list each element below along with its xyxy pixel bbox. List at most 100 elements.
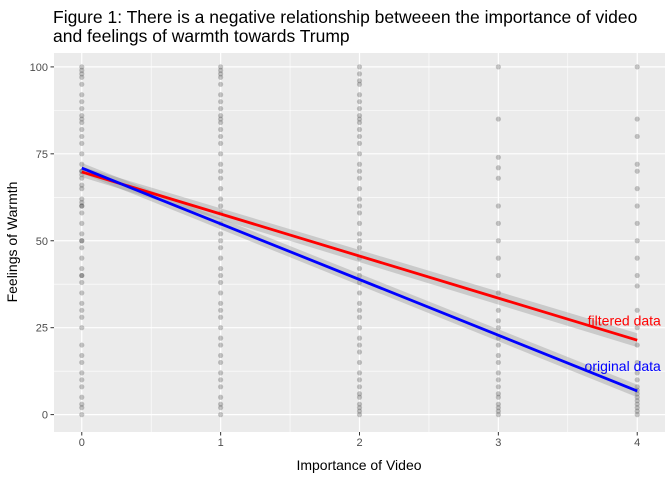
- scatter-point: [495, 342, 501, 348]
- scatter-point: [79, 359, 85, 366]
- scatter-point: [218, 161, 224, 167]
- scatter-point: [495, 352, 501, 359]
- scatter-point: [79, 279, 85, 286]
- scatter-point: [79, 238, 85, 244]
- scatter-point: [495, 255, 501, 261]
- scatter-point: [218, 335, 224, 341]
- y-tick-label: 75: [36, 149, 48, 161]
- scatter-point: [495, 238, 501, 244]
- scatter-point: [356, 335, 363, 341]
- scatter-point: [79, 384, 85, 390]
- scatter-point: [218, 255, 224, 261]
- scatter-point: [634, 405, 640, 411]
- scatter-point: [634, 370, 640, 376]
- scatter-point: [79, 325, 85, 331]
- scatter-point: [356, 265, 363, 272]
- scatter-point: [79, 92, 85, 98]
- scatter-point: [79, 67, 85, 73]
- scatter-point: [218, 231, 224, 237]
- scatter-point: [218, 119, 224, 126]
- scatter-point: [356, 231, 363, 237]
- scatter-point: [218, 352, 224, 359]
- scatter-point: [218, 74, 224, 80]
- scatter-point: [356, 370, 363, 376]
- x-tick-label: 2: [356, 437, 362, 449]
- scatter-point: [356, 168, 363, 174]
- scatter-point: [79, 352, 85, 359]
- scatter-point: [356, 220, 363, 226]
- scatter-point: [634, 325, 640, 331]
- scatter-point: [79, 412, 85, 418]
- scatter-point: [79, 133, 85, 140]
- scatter-point: [218, 279, 224, 286]
- scatter-point: [79, 74, 85, 80]
- scatter-point: [495, 384, 501, 390]
- scatter-point: [356, 314, 363, 320]
- scatter-point: [356, 238, 363, 244]
- scatter-point: [79, 210, 85, 216]
- scatter-point: [79, 199, 85, 206]
- scatter-point: [79, 151, 85, 157]
- scatter-point: [218, 307, 224, 313]
- scatter-point: [79, 255, 85, 261]
- scatter-point: [356, 175, 363, 181]
- scatter-point: [356, 272, 363, 279]
- scatter-point: [79, 116, 85, 122]
- x-axis-title: Importance of Video: [296, 457, 421, 473]
- scatter-point: [356, 92, 363, 98]
- scatter-point: [634, 161, 640, 167]
- scatter-point: [218, 151, 224, 157]
- scatter-point: [79, 99, 85, 105]
- scatter-point: [79, 307, 85, 313]
- scatter-point: [218, 168, 224, 174]
- scatter-point: [79, 272, 85, 279]
- scatter-point: [634, 394, 640, 400]
- scatter-point: [356, 401, 363, 407]
- scatter-point: [495, 401, 501, 407]
- scatter-point: [495, 64, 501, 70]
- line-annotations: filtered data original data: [585, 313, 661, 374]
- y-tick-label: 25: [36, 323, 48, 335]
- scatter-point: [634, 168, 640, 174]
- x-tick-label: 0: [79, 437, 85, 449]
- scatter-point: [356, 140, 363, 147]
- y-tick-label: 0: [42, 410, 48, 422]
- scatter-point: [218, 196, 224, 202]
- scatter-point: [79, 182, 85, 188]
- scatter-point: [356, 245, 363, 251]
- scatter-point: [356, 151, 363, 157]
- chart-title-line-1: Figure 1: There is a negative relationsh…: [53, 7, 637, 27]
- scatter-point: [218, 412, 224, 418]
- scatter-point: [79, 119, 85, 126]
- scatter-point: [218, 175, 224, 181]
- scatter-point: [79, 203, 85, 209]
- scatter-point: [79, 71, 85, 77]
- line-annotation: original data: [585, 358, 661, 374]
- scatter-point: [634, 283, 640, 289]
- scatter-point: [495, 325, 501, 331]
- scatter-point: [79, 161, 85, 167]
- regression-lines: [81, 166, 638, 393]
- scatter-point: [79, 401, 85, 407]
- scatter-point: [356, 210, 363, 216]
- scatter-point: [218, 370, 224, 376]
- x-axis-ticks: 0 1 2 3 4: [79, 432, 640, 449]
- scatter-point: [495, 318, 501, 324]
- scatter-point: [495, 165, 501, 171]
- scatter-point: [356, 116, 363, 122]
- scatter-point: [356, 307, 363, 313]
- scatter-point: [495, 394, 501, 400]
- scatter-point: [79, 203, 85, 209]
- scatter-point: [79, 112, 85, 119]
- scatter-point: [356, 203, 363, 209]
- scatter-point: [79, 290, 85, 296]
- y-axis-ticks: 0 25 50 75 100: [30, 62, 54, 422]
- scatter-point: [218, 238, 224, 244]
- scatter-point: [79, 300, 85, 306]
- scatter-point: [79, 238, 85, 244]
- scatter-point: [79, 272, 85, 279]
- scatter-point: [356, 408, 363, 414]
- scatter-point: [634, 391, 640, 397]
- scatter-point: [356, 186, 363, 192]
